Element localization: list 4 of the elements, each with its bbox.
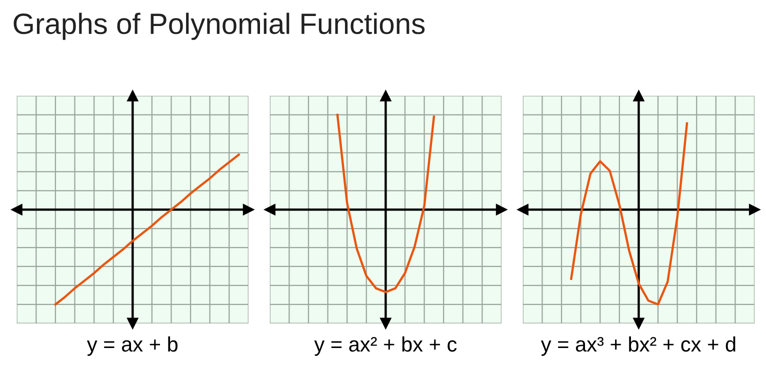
x-axis-title: y = ax + b bbox=[86, 336, 178, 356]
chart-title: Graphs of Polynomial Functions bbox=[14, 12, 425, 40]
x-axis-title: y = ax² + bx + c bbox=[314, 336, 457, 356]
x-axis-title: y = ax³ + bx² + cx + d bbox=[540, 336, 736, 356]
